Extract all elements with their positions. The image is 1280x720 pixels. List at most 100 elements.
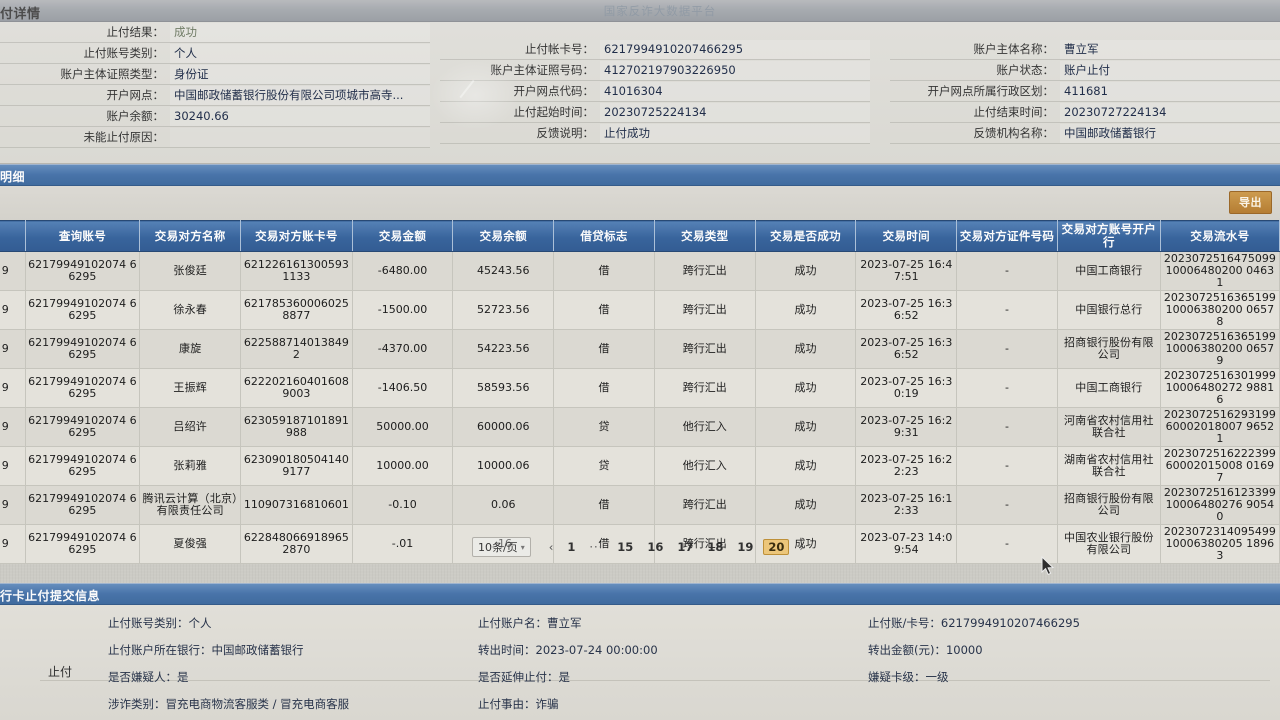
cell-txn-type: 跨行汇出: [654, 368, 756, 408]
table-row[interactable]: 9 62179949102074 66295 张莉雅 6230901805041409…: [0, 446, 1280, 486]
submit-column-middle: 止付账户名：曹立军 转出时间：2023-07-24 00:00:00 是否延伸止…: [478, 609, 858, 717]
table-row[interactable]: 9 62179949102074 66295 徐永春 6217853600060258…: [0, 290, 1280, 330]
cell-party-idno: -: [956, 329, 1058, 369]
cell-party-card: 6222021604016089003: [240, 368, 353, 408]
cell-serial: 202307251622239960002015008 01697: [1160, 446, 1280, 486]
pagination-page-16[interactable]: 16: [647, 540, 664, 554]
cell-debit-credit: 借: [553, 524, 655, 564]
cell-party-idno: -: [956, 407, 1058, 447]
field-row: 反馈机构名称： 中国邮政储蓄银行: [890, 123, 1280, 144]
cell-index: 9: [0, 251, 26, 291]
table-row[interactable]: 9 62179949102074 66295 吕绍许 6230591871018919…: [0, 407, 1280, 447]
field-row: 止付结束时间： 20230727224134: [890, 102, 1280, 123]
col-header-party-bank[interactable]: 交易对方账号开户行: [1057, 220, 1161, 252]
pagination-page-17[interactable]: 17: [677, 540, 694, 554]
cell-debit-credit: 借: [553, 251, 655, 291]
col-header-query-account[interactable]: 查询账号: [25, 220, 141, 252]
field-label: 账户余额：: [106, 109, 165, 123]
cell-serial: 202307251636519910006380200 06578: [1160, 290, 1280, 330]
field-row: 反馈说明： 止付成功: [440, 123, 870, 144]
cell-balance: 10000.06: [452, 446, 555, 486]
pagination-prev-button[interactable]: ‹: [548, 540, 554, 554]
field-row: 止付帐卡号： 6217994910207466295: [440, 39, 870, 60]
field-row: 账户余额： 30240.66: [0, 106, 430, 127]
cell-serial: 202307251647509910006480200 04631: [1160, 251, 1280, 291]
field-label: 止付结果：: [106, 25, 165, 39]
cell-index: 9: [0, 407, 26, 447]
field-value-start-time: 20230725224134: [600, 102, 870, 122]
cell-txn-type: 跨行汇出: [654, 251, 756, 291]
pagination-page-1[interactable]: 1: [567, 540, 576, 554]
cell-balance: 60000.06: [452, 407, 555, 447]
cell-txn-time: 2023-07-25 16:36:52: [855, 329, 958, 369]
cell-serial: 202307251612339910006480276 90540: [1160, 485, 1280, 525]
field-label: 止付帐卡号：: [525, 42, 594, 56]
field-label: 止付结束时间：: [973, 105, 1055, 119]
field-value-end-time: 20230727224134: [1060, 102, 1280, 122]
table-row[interactable]: 9 62179949102074 66295 康旋 6225887140138492 -…: [0, 329, 1280, 369]
pagination: 10条/页 ▾ ‹ 1 ··· 15 16 17 18 19 20 ›: [0, 533, 1280, 561]
page-size-select[interactable]: 10条/页 ▾: [471, 537, 531, 557]
cell-party-name: 王振辉: [139, 368, 242, 408]
pagination-page-18[interactable]: 18: [707, 540, 724, 554]
cell-txn-type: 跨行汇出: [654, 329, 756, 369]
field-row: 止付结果： 成功: [0, 22, 430, 43]
cell-balance: 0.06: [452, 485, 555, 525]
cell-balance: 52723.56: [452, 290, 555, 330]
cell-serial: 202307251630199910006480272 98816: [1160, 368, 1280, 408]
col-header-balance[interactable]: 交易余额: [452, 220, 555, 252]
detail-column-left: 止付结果： 成功 止付账号类别： 个人 账户主体证照类型： 身份证 开户网点： …: [0, 22, 430, 148]
submit-field-card-level: 嫌疑卡级：一级: [868, 669, 949, 684]
pagination-page-19[interactable]: 19: [737, 540, 754, 554]
table-row[interactable]: 9 62179949102074 66295 王振辉 6222021604016089…: [0, 368, 1280, 408]
cell-party-name: 康旋: [139, 329, 242, 369]
cell-debit-credit: 借: [553, 485, 655, 525]
cell-query-account: 62179949102074 66295: [25, 329, 141, 369]
field-label: 止付账号类别：: [83, 46, 165, 60]
cell-index: 9: [0, 485, 26, 525]
col-header-party-card[interactable]: 交易对方账卡号: [240, 220, 353, 252]
pagination-next-button[interactable]: ›: [799, 540, 804, 554]
submit-type-tag: 止付: [48, 665, 73, 679]
field-label: 开户网点所属行政区划：: [927, 84, 1055, 98]
cell-party-card: 6225887140138492: [240, 329, 353, 369]
cell-txn-success: 成功: [755, 446, 857, 486]
pagination-page-20-active[interactable]: 20: [763, 539, 790, 555]
cell-amount: -.01: [352, 524, 454, 564]
field-row: 账户状态： 账户止付: [890, 60, 1280, 81]
pagination-page-15[interactable]: 15: [617, 540, 634, 554]
field-label: 账户主体证照号码：: [490, 63, 595, 77]
col-header-txn-time[interactable]: 交易时间: [855, 220, 958, 252]
cell-party-idno: -: [956, 368, 1058, 408]
col-header-party-name[interactable]: 交易对方名称: [139, 220, 242, 252]
field-value-stop-result: 成功: [170, 22, 430, 42]
col-header-debit-credit[interactable]: 借贷标志: [553, 220, 655, 252]
col-header-txn-success[interactable]: 交易是否成功: [755, 220, 857, 252]
table-row[interactable]: 9 62179949102074 66295 张俊廷 6212261613005931…: [0, 251, 1280, 291]
cell-txn-success: 成功: [755, 524, 857, 564]
col-header-txn-type[interactable]: 交易类型: [654, 220, 756, 252]
field-row: 账户主体证照号码： 412702197903226950: [440, 60, 870, 81]
cell-party-name: 张俊廷: [139, 251, 242, 291]
page-size-label: 10条/页: [477, 541, 518, 554]
col-header-amount[interactable]: 交易金额: [352, 220, 454, 252]
cell-txn-type: 跨行汇出: [654, 524, 756, 564]
field-row: 账户主体名称： 曹立军: [890, 39, 1280, 60]
cell-debit-credit: 贷: [553, 446, 655, 486]
col-header-serial[interactable]: 交易流水号: [1160, 220, 1280, 252]
field-value-account-holder: 曹立军: [1060, 39, 1280, 59]
col-header-party-idno[interactable]: 交易对方证件号码: [956, 220, 1058, 252]
table-row[interactable]: 9 62179949102074 66295 腾讯云计算（北京）有限责任公司 1109…: [0, 485, 1280, 525]
cell-index: 9: [0, 329, 26, 369]
field-label: 账户状态：: [996, 63, 1055, 77]
col-header-index[interactable]: [0, 220, 26, 252]
cell-party-bank: 招商银行股份有限公司: [1057, 485, 1161, 525]
cell-party-idno: -: [956, 524, 1058, 564]
table-row[interactable]: 9 62179949102074 66295 夏俊强 6228480669189652…: [0, 524, 1280, 564]
export-button[interactable]: 导出: [1229, 191, 1272, 214]
cell-index: 9: [0, 290, 26, 330]
pagination-ellipsis: ···: [589, 540, 604, 554]
table-toolbar: 导出: [0, 186, 1280, 220]
cell-txn-success: 成功: [755, 485, 857, 525]
cell-amount: -0.10: [352, 485, 454, 525]
